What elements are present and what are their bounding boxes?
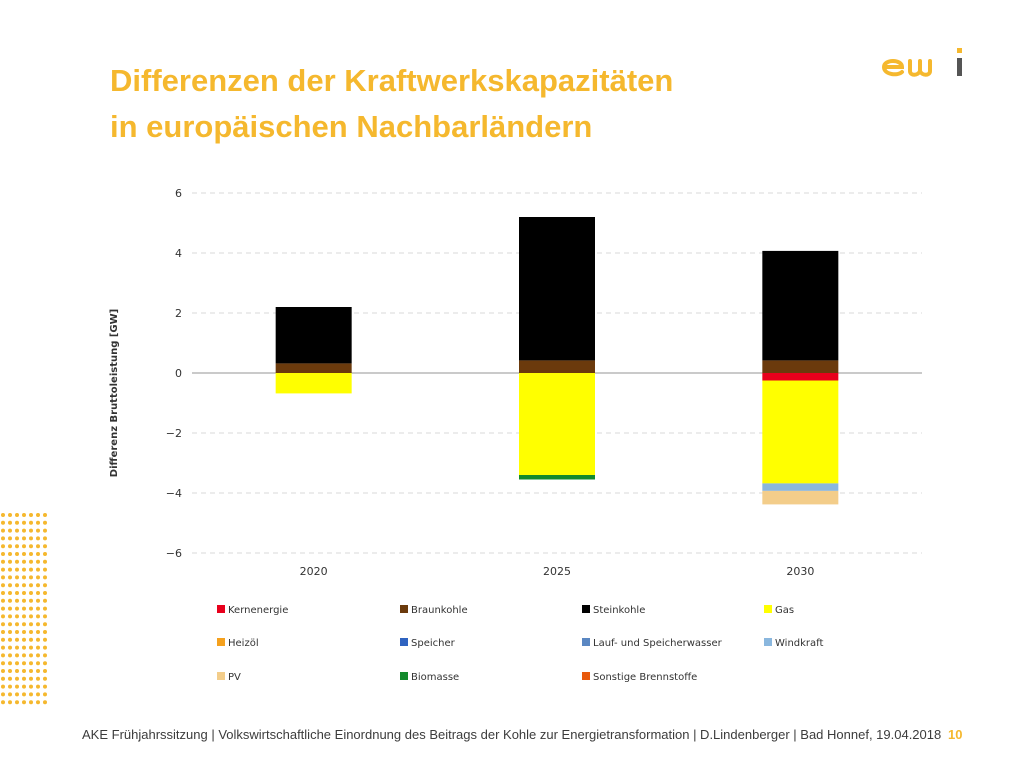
title-line-2: in europäischen Nachbarländern xyxy=(110,109,593,144)
title-line-1: Differenzen der Kraftwerkskapazitäten xyxy=(110,63,674,98)
legend-swatch xyxy=(217,638,225,646)
bar-2030-steinkohle xyxy=(762,250,839,361)
legend-swatch xyxy=(400,605,408,613)
y-tick-label: −6 xyxy=(166,547,182,560)
legend-label: Gas xyxy=(775,605,794,616)
legend-swatch xyxy=(764,605,772,613)
legend-label: PV xyxy=(228,672,241,683)
legend-swatch xyxy=(217,605,225,613)
legend-swatch xyxy=(400,672,408,680)
legend-swatch xyxy=(582,638,590,646)
legend-swatch xyxy=(217,672,225,680)
legend-label: Sonstige Brennstoffe xyxy=(593,672,697,683)
legend-label: Windkraft xyxy=(775,638,824,649)
legend-label: Heizöl xyxy=(228,638,259,649)
y-tick-label: 2 xyxy=(175,307,182,320)
bar-2030-windkraft xyxy=(762,483,839,491)
y-axis-label: Differenz Bruttoleistung [GW] xyxy=(109,309,120,477)
bar-2030-pv xyxy=(762,490,839,505)
x-tick-label: 2025 xyxy=(543,565,571,578)
legend-swatch xyxy=(764,638,772,646)
legend-label: Steinkohle xyxy=(593,605,645,616)
legend-label: Braunkohle xyxy=(411,605,468,616)
bar-2025-steinkohle xyxy=(519,217,595,361)
x-tick-label: 2030 xyxy=(786,565,814,578)
legend-label: Biomasse xyxy=(411,672,459,683)
bar-2025-gas xyxy=(519,373,595,475)
legend-label: Speicher xyxy=(411,638,456,649)
bar-2020-braunkohle xyxy=(275,363,352,373)
footer-text: AKE Frühjahrssitzung | Volkswirtschaftli… xyxy=(82,727,942,742)
x-tick-label: 2020 xyxy=(300,565,328,578)
bar-2030-gas xyxy=(762,380,839,484)
legend-swatch xyxy=(582,605,590,613)
bar-2030-braunkohle xyxy=(762,360,839,373)
y-tick-label: 6 xyxy=(175,187,182,200)
page-number: 10 xyxy=(948,727,963,742)
legend-swatch xyxy=(582,672,590,680)
legend-label: Lauf- und Speicherwasser xyxy=(593,638,723,649)
bar-chart: 6 4 2 0 −2 −4 −6 Differenz Bruttoleistung [GW] 2… xyxy=(109,187,922,683)
decorative-dot-grid xyxy=(1,513,47,705)
ewi-logo: ewi xyxy=(881,48,962,77)
bar-2020-steinkohle xyxy=(275,307,352,364)
bar-2025-braunkohle xyxy=(519,360,595,373)
y-tick-label: 4 xyxy=(175,247,182,260)
y-tick-label: −4 xyxy=(166,487,182,500)
legend-label: Kernenergie xyxy=(228,605,288,616)
footer: AKE Frühjahrssitzung | Volkswirtschaftli… xyxy=(82,727,962,742)
slide-title: Differenzen der Kraftwerkskapazitäten in… xyxy=(110,58,673,150)
bar-2025-biomasse xyxy=(519,475,595,480)
bar-2030-kernenergie xyxy=(762,373,839,381)
y-tick-label: −2 xyxy=(166,427,182,440)
y-tick-label: 0 xyxy=(175,367,182,380)
legend-swatch xyxy=(400,638,408,646)
bar-2020-gas xyxy=(275,373,352,394)
